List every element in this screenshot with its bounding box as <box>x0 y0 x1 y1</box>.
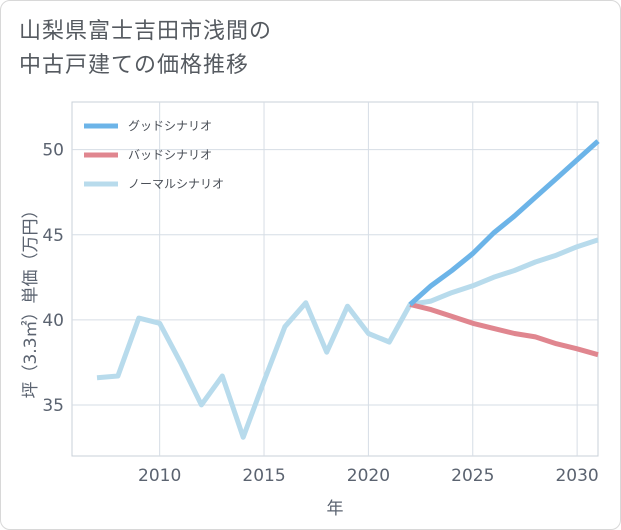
legend-bad-label: バッドシナリオ <box>128 148 212 162</box>
y-axis-label: 坪（3.3㎡）単価（万円） <box>21 201 41 398</box>
legend-good-label: グッドシナリオ <box>128 119 212 133</box>
chart-title-line2: 中古戸建ての価格推移 <box>19 53 250 78</box>
y-tick-label: 40 <box>42 311 64 331</box>
series-layer <box>96 139 600 440</box>
x-tick-label: 2015 <box>242 466 285 486</box>
y-tick-label: 45 <box>42 226 64 246</box>
legend-normal-label: ノーマルシナリオ <box>128 177 224 191</box>
y-tick-label: 35 <box>42 396 64 416</box>
chart-title-line1: 山梨県富士吉田市浅間の <box>19 19 273 44</box>
x-tick-label: 2020 <box>347 466 390 486</box>
ticks: 2010 2015 2020 2025 2030 35 40 45 50 <box>42 141 598 486</box>
bad-scenario-line <box>409 302 599 358</box>
chart-title: 山梨県富士吉田市浅間の 中古戸建ての価格推移 <box>19 15 579 83</box>
good-scenario-line <box>408 139 600 307</box>
y-tick-label: 50 <box>42 141 64 161</box>
normal-scenario-line <box>96 237 599 440</box>
x-tick-label: 2025 <box>451 466 494 486</box>
x-tick-label: 2030 <box>555 466 598 486</box>
grid <box>72 102 598 456</box>
x-tick-label: 2010 <box>138 466 181 486</box>
x-axis-label: 年 <box>327 499 344 519</box>
